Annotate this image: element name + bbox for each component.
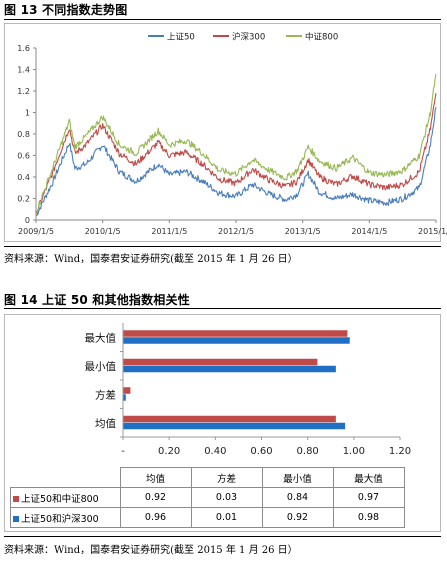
figure-13-source: 资料来源：Wind，国泰君安证券研究(截至 2015 年 1 月 26 日）	[4, 254, 298, 265]
bar-chart-frame	[4, 314, 441, 532]
legend-label: 中证800	[305, 32, 338, 43]
category-label: 最小值	[85, 360, 117, 373]
row-label-text: 上证50和中证800	[21, 493, 99, 505]
y-tick-label: 1	[25, 109, 30, 118]
data-table: 均值 方差 最小值 最大值 上证50和中证800 0.92 0.03 0.84 …	[10, 467, 405, 528]
bar	[123, 415, 336, 423]
series-line	[35, 106, 437, 216]
y-tick-label: 0.8	[17, 130, 30, 139]
series-line	[35, 93, 437, 216]
x-tick-label: 2009/1/5	[18, 227, 54, 236]
bar	[123, 330, 348, 337]
x-tick-label: 0.20	[158, 446, 180, 457]
table-cell: 0.03	[190, 487, 263, 508]
x-tick-label: 0.40	[204, 446, 226, 457]
bar-chart: - 0.20 0.40 0.60 0.80 1.00 1.20 均值 方差 最小值 最大值	[85, 323, 411, 457]
row-label: 上证50和沪深300	[10, 507, 121, 528]
bar	[123, 394, 126, 401]
y-tick-label: 0.2	[17, 195, 30, 204]
y-tick-label: 0.4	[17, 173, 30, 182]
x-tick-label: 2011/1/5	[151, 227, 187, 236]
table-row: 上证50和沪深300 0.96 0.01 0.92 0.98	[10, 507, 405, 528]
x-tick-label: 2014/1/5	[351, 227, 387, 236]
series-line	[35, 73, 437, 216]
x-tick-label: 2010/1/5	[85, 227, 121, 236]
bar	[123, 365, 336, 373]
source-rule	[4, 246, 441, 247]
legend-swatch	[13, 516, 19, 522]
table-header-row: 均值 方差 最小值 最大值	[10, 467, 405, 488]
x-tick-label: 1.00	[343, 446, 365, 457]
table-header: 方差	[190, 467, 263, 488]
y-tick-label: 1.6	[17, 44, 30, 53]
title-rule	[4, 19, 441, 20]
x-tick-label: 2013/1/5	[285, 227, 321, 236]
line-chart-frame	[4, 23, 441, 242]
x-tick-label: 1.20	[389, 446, 411, 457]
table-cell: 0.84	[261, 487, 334, 508]
y-tick-label: 1.4	[17, 66, 30, 75]
title-rule	[4, 308, 441, 309]
legend-label: 沪深300	[232, 32, 265, 43]
x-tick-label: 2015/1/5	[418, 227, 447, 236]
figure-14-title: 图 14 上证 50 和其他指数相关性	[4, 293, 190, 307]
figure-13-title: 图 13 不同指数走势图	[4, 3, 128, 17]
line-chart: 0 0.2 0.4 0.6 0.8 1 1.2 1.4 1.6 2009/1/5 2010/1/5 2…	[17, 32, 447, 237]
table-cell: 0.98	[332, 507, 405, 528]
x-tick-label: 2012/1/5	[218, 227, 254, 236]
table-header: 均值	[119, 467, 192, 488]
bar	[123, 337, 350, 344]
y-tick-label: 0	[25, 216, 30, 225]
source-rule	[4, 536, 441, 537]
x-tick-label: -	[121, 446, 125, 457]
table-row: 上证50和中证800 0.92 0.03 0.84 0.97	[10, 487, 405, 508]
table-cell: 0.01	[190, 507, 263, 528]
category-label: 最大值	[85, 331, 117, 344]
table-cell: 0.92	[119, 487, 192, 508]
table-header: 最大值	[332, 467, 405, 488]
table-cell: 0.92	[261, 507, 334, 528]
bar	[123, 387, 131, 394]
figure-14-source: 资料来源：Wind，国泰君安证券研究(截至 2015 年 1 月 26 日）	[4, 545, 298, 556]
table-corner	[10, 467, 121, 488]
row-label: 上证50和中证800	[10, 487, 121, 508]
legend-swatch	[13, 496, 19, 502]
x-tick-label: 0.60	[250, 446, 272, 457]
table-cell: 0.97	[332, 487, 405, 508]
category-label: 方差	[95, 388, 116, 401]
legend-label: 上证50	[167, 33, 195, 43]
y-tick-label: 1.2	[17, 87, 30, 96]
bar	[123, 358, 318, 366]
table-cell: 0.96	[119, 507, 192, 528]
y-tick-label: 0.6	[17, 152, 30, 161]
category-label: 均值	[95, 417, 116, 430]
row-label-text: 上证50和沪深300	[21, 513, 99, 525]
bar	[123, 422, 346, 430]
x-tick-label: 0.80	[297, 446, 319, 457]
table-header: 最小值	[261, 467, 334, 488]
